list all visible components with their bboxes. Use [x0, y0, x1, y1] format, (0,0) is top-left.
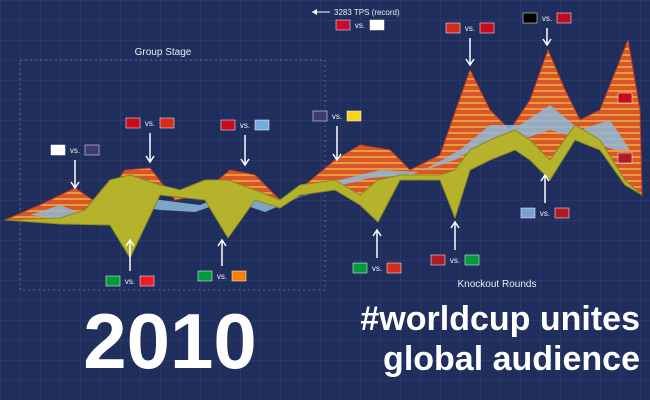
- flag: [369, 19, 385, 31]
- flag: [522, 12, 538, 24]
- vs-label: vs.: [240, 121, 250, 130]
- flag: [125, 117, 141, 129]
- record-arrowhead: [312, 9, 317, 15]
- flag: [139, 275, 155, 287]
- stream-graph: [4, 39, 643, 259]
- flag: [84, 144, 100, 156]
- flag: [352, 262, 368, 274]
- flag: [430, 254, 446, 266]
- vs-label: vs.: [540, 209, 550, 218]
- flag: [159, 117, 175, 129]
- flag: [335, 19, 351, 31]
- flag: [312, 110, 328, 122]
- match-arrowhead: [125, 238, 135, 247]
- stream-bottom: [4, 124, 643, 259]
- flag: [231, 270, 247, 282]
- flag: [520, 207, 536, 219]
- flag: [386, 262, 402, 274]
- knockout-label: Knockout Rounds: [458, 279, 537, 290]
- flag: [445, 22, 461, 34]
- match-arrowhead: [217, 238, 227, 247]
- flag: [464, 254, 480, 266]
- group-stage-label: Group Stage: [135, 47, 192, 58]
- vs-label: vs.: [542, 14, 552, 23]
- vs-label: vs.: [217, 272, 227, 281]
- flag: [197, 270, 213, 282]
- match-arrowhead: [372, 228, 382, 237]
- vs-label: vs.: [332, 112, 342, 121]
- flag: [556, 12, 572, 24]
- flag: [554, 207, 570, 219]
- match-arrowhead: [542, 38, 552, 47]
- vs-label: vs.: [450, 256, 460, 265]
- headline-line1: #worldcup unites: [360, 300, 640, 338]
- vs-label: vs.: [70, 146, 80, 155]
- match-arrowhead: [540, 173, 550, 182]
- match-arrowhead: [465, 58, 475, 67]
- vs-label: vs.: [372, 264, 382, 273]
- flag: [479, 22, 495, 34]
- match-arrowhead: [332, 153, 342, 162]
- match-arrowhead: [240, 158, 250, 167]
- annotations: vs. vs. vs. vs. vs. vs. vs. vs. vs. vs. vs. vs.: [50, 12, 633, 287]
- headline-line2: global audience: [383, 340, 640, 378]
- flag: [617, 92, 633, 104]
- flag: [50, 144, 66, 156]
- match-arrowhead: [450, 220, 460, 229]
- stream-blue: [30, 105, 630, 220]
- record-label: 3283 TPS (record): [334, 8, 400, 17]
- vs-label: vs.: [355, 21, 365, 30]
- headline-year: 2010: [83, 297, 257, 385]
- match-arrowhead: [70, 181, 80, 190]
- match-arrowhead: [145, 155, 155, 164]
- flag: [346, 110, 362, 122]
- flag: [105, 275, 121, 287]
- flag: [617, 152, 633, 164]
- vs-label: vs.: [125, 277, 135, 286]
- vs-label: vs.: [465, 24, 475, 33]
- vs-label: vs.: [145, 119, 155, 128]
- flag: [220, 119, 236, 131]
- flag: [254, 119, 270, 131]
